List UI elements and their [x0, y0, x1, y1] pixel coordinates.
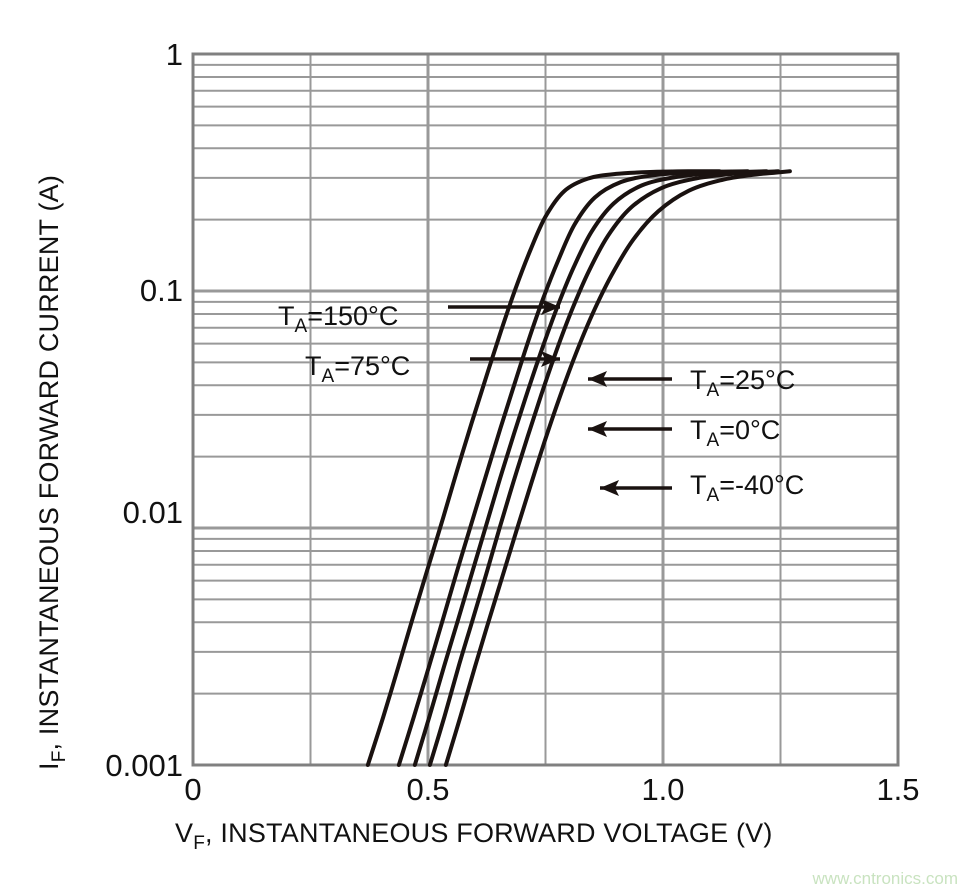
- curve-ta-25c: [412, 169, 769, 767]
- annotation-label-25c: TA=25°C: [690, 365, 795, 401]
- y-tick-label-0-01: 0.01: [123, 495, 183, 530]
- arrow-150c: [448, 299, 560, 315]
- arrow-25c-head: [588, 371, 607, 387]
- plot-frame: [191, 52, 900, 767]
- data-curves: [365, 169, 792, 767]
- y-axis-title-rest: , INSTANTANEOUS FORWARD CURRENT (A): [34, 175, 64, 751]
- x-tick-label-1-5: 1.5: [876, 772, 919, 807]
- y-axis-title-subscript: F: [49, 750, 70, 762]
- x-tick-labels: 0 0.5 1.0 1.5: [184, 772, 919, 807]
- x-tick-label-0-5: 0.5: [406, 772, 449, 807]
- arrow-minus40c-head: [600, 480, 619, 496]
- arrow-150c-head: [541, 299, 560, 315]
- x-axis-title: VF, INSTANTANEOUS FORWARD VOLTAGE (V): [175, 818, 773, 854]
- y-tick-label-0-1: 0.1: [140, 273, 183, 308]
- x-axis-title-rest: , INSTANTANEOUS FORWARD VOLTAGE (V): [205, 818, 773, 848]
- annotation-label-150c: TA=150°C: [278, 301, 398, 337]
- arrow-minus40c: [600, 480, 672, 496]
- y-tick-label-1: 1: [166, 37, 183, 72]
- curve-ta-75c: [396, 169, 750, 767]
- annotation-label-minus40c: TA=-40°C: [690, 470, 804, 506]
- arrow-0c-head: [588, 421, 607, 437]
- curve-ta-150c: [365, 169, 722, 767]
- svg-text:IF, INSTANTANEOUS FORWARD CURR: IF, INSTANTANEOUS FORWARD CURRENT (A): [34, 175, 70, 770]
- y-tick-labels: 1 0.1 0.01 0.001: [105, 37, 183, 783]
- plot-border: [191, 52, 900, 767]
- curve-ta-40c: [443, 169, 792, 767]
- y-tick-label-0-001: 0.001: [105, 748, 183, 783]
- annotation-arrows: [448, 299, 672, 496]
- curve-ta-0c: [427, 169, 781, 767]
- svg-text:VF, INSTANTANEOUS FORWARD VOLT: VF, INSTANTANEOUS FORWARD VOLTAGE (V): [175, 818, 773, 854]
- y-axis-title: IF, INSTANTANEOUS FORWARD CURRENT (A): [34, 175, 70, 770]
- annotation-label-75c: TA=75°C: [305, 351, 410, 387]
- arrow-25c: [588, 371, 672, 387]
- x-axis-title-subscript: F: [193, 833, 205, 854]
- y-axis-title-symbol: I: [34, 762, 64, 770]
- annotation-labels: TA=150°C TA=75°C TA=25°C TA=0°C TA=-40°C: [278, 301, 804, 506]
- x-tick-label-1-0: 1.0: [641, 772, 684, 807]
- watermark-text: www.cntronics.com: [812, 869, 958, 888]
- arrow-75c: [470, 351, 560, 367]
- arrow-0c: [588, 421, 672, 437]
- annotation-label-0c: TA=0°C: [690, 415, 780, 451]
- x-tick-label-0: 0: [184, 772, 201, 807]
- x-axis-title-symbol: V: [175, 818, 193, 848]
- arrow-75c-head: [541, 351, 560, 367]
